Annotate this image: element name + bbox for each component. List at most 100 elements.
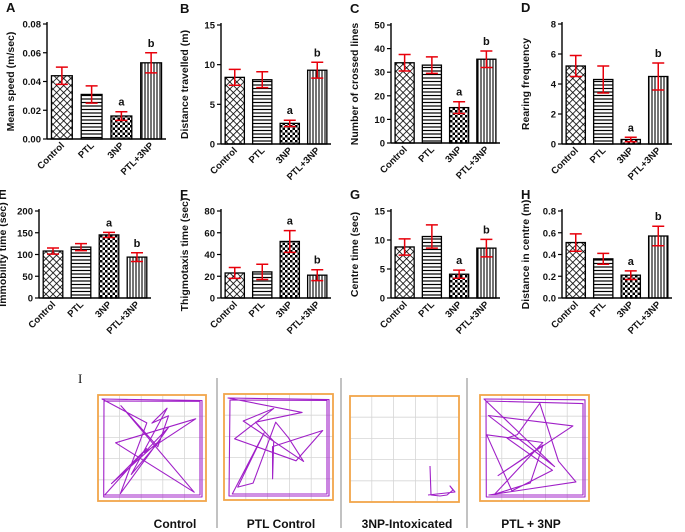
error-bar [283,119,296,128]
error-bar [115,110,128,122]
error-bar [398,238,411,256]
y-tick-label: 15 [374,207,385,218]
y-axis-label: Mean speed (m/sec) [5,32,17,132]
y-axis-label: Distance travelled (m) [179,30,191,139]
panel-label-e: E [0,187,7,202]
y-tick-label: 80 [204,207,215,218]
panel-label-d: D [521,0,530,15]
y-tick-label: 0.00 [23,135,42,146]
error-bar [283,229,296,254]
track-caption-3np-intoxicated: 3NP-Intoxicated [361,517,453,531]
arena-ptl-3np [479,394,590,502]
y-tick-label: 20 [374,91,385,102]
bar-ptl-3np [476,58,497,144]
x-tick-label: PTL [66,299,87,320]
error-bar [256,71,269,89]
y-tick-label: 0.04 [23,77,42,88]
y-axis-label: Centre time (sec) [349,212,361,297]
bar-ptl [421,64,443,144]
y-axis-label: Distance in centre (m) [520,200,532,310]
panel-label-i: I [78,371,82,386]
x-tick-label: 3NP [615,145,636,166]
y-tick-label: 10 [204,60,215,71]
bar-control [50,75,73,140]
y-tick-label: 10 [374,115,385,126]
significance-label: a [456,87,463,99]
error-bar [480,50,493,69]
bar-ptl-3np [140,62,163,140]
y-axis-label: Number of crossed lines [349,23,361,146]
bar-3np [98,234,120,299]
y-tick-label: 0.8 [543,207,556,218]
significance-label: a [456,255,463,267]
significance-label: b [134,238,141,250]
arena-control [97,394,207,502]
movement-track [101,398,203,498]
y-tick-label: 5 [380,265,386,276]
significance-label: a [628,122,635,134]
panel-label-a: A [6,0,16,15]
x-tick-label: 3NP [274,299,295,320]
error-bar [480,238,493,258]
track-caption-ptl-control: PTL Control [246,517,316,531]
bar-ptl-3np [306,69,328,145]
error-bar [311,61,324,79]
y-tick-label: 0.0 [543,294,556,305]
x-tick-label: 3NP [443,299,464,320]
y-tick-label: 0 [210,294,215,305]
y-tick-label: 0 [380,294,385,305]
y-axis-label: Rearing frequency [520,38,532,130]
x-tick-label: 3NP [443,144,464,165]
y-tick-label: 8 [551,20,556,31]
x-tick-label: 3NP [615,299,636,320]
y-tick-label: 0.2 [543,272,556,283]
x-tick-label: PTL [247,145,268,166]
bar-control [394,62,415,144]
y-tick-label: 60 [204,228,215,239]
significance-label: b [483,36,490,48]
arena-border [223,393,334,501]
bar-ptl [70,246,92,299]
y-tick-label: 0.4 [543,250,557,261]
track-caption-ptl-3np: PTL + 3NP [501,517,561,531]
error-bar [597,65,610,94]
y-tick-label: 0 [210,140,215,151]
y-tick-label: 5 [210,100,216,111]
y-tick-label: 50 [374,21,385,32]
error-bar [624,270,637,281]
significance-label: b [314,255,321,267]
movement-track [483,398,586,498]
y-tick-label: 100 [17,250,33,261]
significance-label: a [287,105,294,117]
bar-control [565,65,587,145]
error-bar [131,252,143,263]
error-bar [597,252,610,266]
x-tick-label: PTL [588,145,609,166]
y-tick-label: 0 [380,139,385,150]
error-bar [425,56,438,75]
x-tick-label: PTL [417,144,438,165]
error-bar [228,266,241,280]
significance-label: a [118,97,125,109]
significance-label: b [655,48,662,60]
error-bar [145,52,158,74]
error-bar [398,53,411,72]
significance-label: a [287,216,294,228]
y-tick-label: 0.06 [23,48,42,59]
error-bar [311,268,324,282]
panel-label-g: G [350,187,360,202]
y-tick-label: 0 [551,140,556,151]
significance-label: a [106,217,113,229]
error-bar [75,242,87,252]
y-tick-label: 15 [204,21,215,32]
x-tick-label: PTL+3NP [119,140,157,178]
significance-label: b [655,211,662,223]
error-bar [624,136,637,143]
